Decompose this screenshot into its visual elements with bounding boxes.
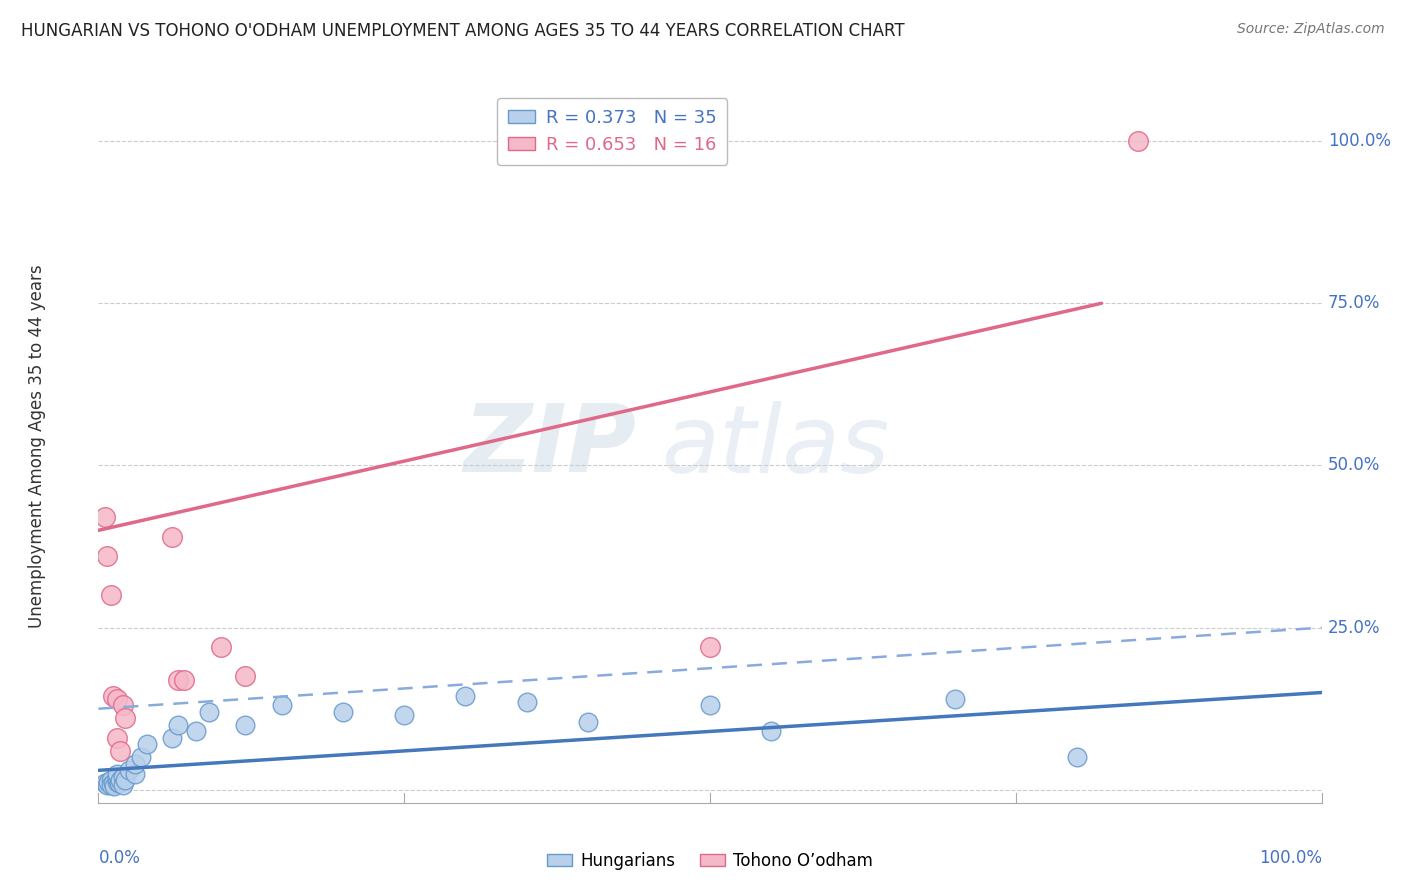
Point — [270, 698, 294, 713]
Point — [699, 698, 721, 713]
Text: atlas: atlas — [661, 401, 890, 491]
Point — [114, 711, 136, 725]
Point — [105, 771, 128, 785]
Point — [96, 549, 118, 564]
Point — [233, 718, 256, 732]
Point — [197, 705, 219, 719]
Point — [124, 766, 146, 780]
Point — [105, 692, 128, 706]
Text: ZIP: ZIP — [464, 400, 637, 492]
Point — [233, 669, 256, 683]
Point — [93, 510, 115, 524]
Point — [118, 764, 141, 778]
Text: 100.0%: 100.0% — [1327, 132, 1391, 150]
Point — [136, 738, 159, 752]
Legend: Hungarians, Tohono O’odham: Hungarians, Tohono O’odham — [540, 846, 880, 877]
Point — [186, 724, 208, 739]
Point — [110, 744, 132, 758]
Point — [108, 776, 131, 790]
Point — [332, 705, 354, 719]
Point — [100, 778, 122, 792]
Point — [103, 779, 125, 793]
Point — [111, 770, 134, 784]
Point — [699, 640, 721, 654]
Point — [160, 530, 183, 544]
Point — [167, 673, 190, 687]
Point — [124, 756, 146, 771]
Point — [392, 708, 416, 723]
Text: HUNGARIAN VS TOHONO O'ODHAM UNEMPLOYMENT AMONG AGES 35 TO 44 YEARS CORRELATION C: HUNGARIAN VS TOHONO O'ODHAM UNEMPLOYMENT… — [21, 22, 904, 40]
Point — [209, 640, 232, 654]
Point — [1066, 750, 1088, 764]
Point — [101, 689, 124, 703]
Point — [943, 692, 966, 706]
Text: Source: ZipAtlas.com: Source: ZipAtlas.com — [1237, 22, 1385, 37]
Point — [173, 673, 195, 687]
Point — [454, 689, 477, 703]
Text: 100.0%: 100.0% — [1258, 849, 1322, 867]
Point — [111, 698, 134, 713]
Point — [110, 773, 132, 788]
Point — [761, 724, 783, 739]
Point — [105, 766, 128, 780]
Point — [576, 714, 599, 729]
Point — [101, 776, 124, 790]
Text: 0.0%: 0.0% — [98, 849, 141, 867]
Point — [100, 773, 122, 788]
Point — [96, 778, 118, 792]
Point — [515, 695, 537, 709]
Point — [114, 773, 136, 788]
Point — [97, 775, 120, 789]
Text: 25.0%: 25.0% — [1327, 619, 1381, 637]
Point — [111, 778, 134, 792]
Point — [160, 731, 183, 745]
Point — [100, 588, 122, 602]
Point — [105, 731, 128, 745]
Text: 50.0%: 50.0% — [1327, 457, 1381, 475]
Point — [129, 750, 152, 764]
Point — [105, 775, 128, 789]
Point — [1128, 134, 1150, 148]
Text: Unemployment Among Ages 35 to 44 years: Unemployment Among Ages 35 to 44 years — [28, 264, 46, 628]
Point — [93, 776, 115, 790]
Point — [167, 718, 190, 732]
Text: 75.0%: 75.0% — [1327, 294, 1381, 312]
